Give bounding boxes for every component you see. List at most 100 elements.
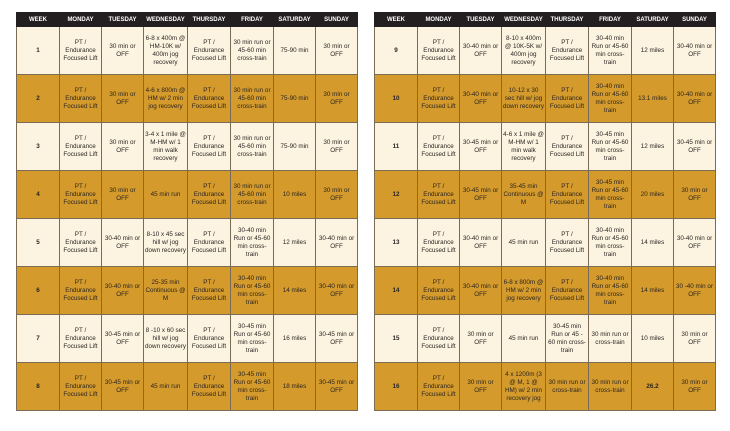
cell-tuesday: 30-45 min or OFF (101, 314, 144, 363)
week-row-5: 5 PT / Endurance Focused Lift 30-40 min or… (16, 218, 358, 267)
week-row-13: 13 PT / Endurance Focused Lift 30-40 min o… (374, 218, 716, 267)
cell-wednesday: 8-10 x 45 sec hill w/ jog down recovery (143, 218, 188, 267)
cell-tuesday: 30-40 min or OFF (459, 74, 502, 123)
cell-sunday: 30 min or OFF (673, 362, 716, 411)
cell-wednesday: 45 min run (143, 362, 188, 411)
week-row-14: 14 PT / Endurance Focused Lift 30-40 min o… (374, 266, 716, 315)
cell-saturday: 12 miles (631, 26, 674, 75)
column-header-thursday: THURSDAY (545, 12, 589, 27)
cell-wednesday: 10-12 x 30 sec hill w/ jog down recovery (501, 74, 546, 123)
column-header-tuesday: TUESDAY (459, 12, 502, 27)
cell-tuesday: 30-45 min or OFF (459, 122, 502, 171)
cell-thursday: PT / Endurance Focused Lift (187, 26, 231, 75)
table-body: 1 PT / Endurance Focused Lift 30 min or OF… (16, 26, 358, 411)
cell-monday: PT / Endurance Focused Lift (59, 362, 102, 411)
cell-monday: PT / Endurance Focused Lift (417, 266, 460, 315)
column-header-monday: MONDAY (59, 12, 102, 27)
cell-tuesday: 30-40 min or OFF (459, 218, 502, 267)
cell-wednesday: 4-6 x 800m @ HM w/ 2 min jog recovery (143, 74, 188, 123)
cell-monday: PT / Endurance Focused Lift (417, 218, 460, 267)
column-header-monday: MONDAY (417, 12, 460, 27)
cell-wednesday: 3-4 x 1 mile @ M-HM w/ 1 min walk recove… (143, 122, 188, 171)
week-number: 3 (16, 122, 60, 171)
cell-friday: 30-40 min Run or 45-60 min cross-train (588, 266, 632, 315)
training-table-weeks-9-16: WEEK MONDAY TUESDAY WEDNESDAY THURSDAY FRIDAY… (374, 12, 716, 411)
cell-wednesday: 6-8 x 400m @ HM-10K w/ 400m jog recovery (143, 26, 188, 75)
week-row-16: 16 PT / Endurance Focused Lift 30 min or O… (374, 362, 716, 411)
cell-saturday: 13.1 miles (631, 74, 674, 123)
cell-wednesday: 45 min run (143, 170, 188, 219)
cell-wednesday: 45 min run (501, 218, 546, 267)
cell-thursday: PT / Endurance Focused Lift (545, 266, 589, 315)
column-header-saturday: SATURDAY (273, 12, 316, 27)
cell-saturday: 18 miles (273, 362, 316, 411)
cell-thursday: PT / Endurance Focused Lift (545, 74, 589, 123)
cell-friday: 30-45 min Run or 45-60 min cross-train (230, 314, 274, 363)
cell-saturday: 26.2 (631, 362, 674, 411)
column-header-thursday: THURSDAY (187, 12, 231, 27)
cell-wednesday: 25-35 min Continuous @ M (143, 266, 188, 315)
cell-friday: 30-40 min Run or 45-60 min cross-train (588, 26, 632, 75)
cell-monday: PT / Endurance Focused Lift (59, 122, 102, 171)
week-row-2: 2 PT / Endurance Focused Lift 30 min or OF… (16, 74, 358, 123)
week-row-1: 1 PT / Endurance Focused Lift 30 min or OF… (16, 26, 358, 75)
cell-monday: PT / Endurance Focused Lift (417, 170, 460, 219)
week-number: 12 (374, 170, 418, 219)
cell-wednesday: 35-45 min Continuous @ M (501, 170, 546, 219)
cell-monday: PT / Endurance Focused Lift (59, 314, 102, 363)
cell-saturday: 12 miles (273, 218, 316, 267)
cell-monday: PT / Endurance Focused Lift (417, 26, 460, 75)
cell-tuesday: 30-45 min or OFF (101, 362, 144, 411)
cell-friday: 30 min run or 45-60 min cross-train (230, 170, 274, 219)
column-header-week: WEEK (16, 12, 60, 27)
week-number: 2 (16, 74, 60, 123)
cell-tuesday: 30-40 min or OFF (101, 218, 144, 267)
column-header-sunday: SUNDAY (673, 12, 716, 27)
cell-tuesday: 30 min or OFF (101, 74, 144, 123)
cell-thursday: PT / Endurance Focused Lift (545, 170, 589, 219)
week-number: 15 (374, 314, 418, 363)
column-header-week: WEEK (374, 12, 418, 27)
cell-tuesday: 30 min or OFF (459, 362, 502, 411)
cell-sunday: 30-40 min or OFF (673, 74, 716, 123)
cell-sunday: 30-40 min or OFF (673, 26, 716, 75)
cell-saturday: 75-90 min (273, 26, 316, 75)
cell-tuesday: 30 min or OFF (101, 170, 144, 219)
cell-sunday: 30 min or OFF (673, 170, 716, 219)
cell-friday: 30 min run or cross-train (588, 362, 632, 411)
week-row-6: 6 PT / Endurance Focused Lift 30-40 min or… (16, 266, 358, 315)
cell-saturday: 14 miles (273, 266, 316, 315)
cell-sunday: 30 -40 min or OFF (673, 266, 716, 315)
cell-monday: PT / Endurance Focused Lift (417, 74, 460, 123)
cell-tuesday: 30-40 min or OFF (459, 266, 502, 315)
header-row: WEEK MONDAY TUESDAY WEDNESDAY THURSDAY FRIDAY… (374, 12, 716, 27)
cell-saturday: 75-90 min (273, 122, 316, 171)
cell-friday: 30 min run or cross-train (588, 314, 632, 363)
week-number: 9 (374, 26, 418, 75)
cell-monday: PT / Endurance Focused Lift (417, 314, 460, 363)
header-row: WEEK MONDAY TUESDAY WEDNESDAY THURSDAY FRIDAY… (16, 12, 358, 27)
week-row-15: 15 PT / Endurance Focused Lift 30 min or O… (374, 314, 716, 363)
cell-sunday: 30-45 min or OFF (315, 362, 358, 411)
week-row-3: 3 PT / Endurance Focused Lift 30 min or OF… (16, 122, 358, 171)
cell-sunday: 30-45 min or OFF (673, 122, 716, 171)
column-header-friday: FRIDAY (230, 12, 274, 27)
week-row-10: 10 PT / Endurance Focused Lift 30-40 min o… (374, 74, 716, 123)
cell-friday: 30-45 min Run or 45-60 min cross-train (588, 122, 632, 171)
cell-sunday: 30 min or OFF (315, 170, 358, 219)
cell-sunday: 30-40 min or OFF (673, 218, 716, 267)
cell-wednesday: 8 -10 x 60 sec hill w/ jog down recovery (143, 314, 188, 363)
cell-friday: 30 min run or 45-60 min cross-train (230, 122, 274, 171)
cell-sunday: 30 min or OFF (315, 26, 358, 75)
cell-saturday: 14 miles (631, 218, 674, 267)
cell-monday: PT / Endurance Focused Lift (59, 74, 102, 123)
column-header-saturday: SATURDAY (631, 12, 674, 27)
cell-tuesday: 30 min or OFF (101, 122, 144, 171)
cell-wednesday: 8-10 x 400m @ 10K-5K w/ 400m jog recover… (501, 26, 546, 75)
week-number: 8 (16, 362, 60, 411)
column-header-tuesday: TUESDAY (101, 12, 144, 27)
cell-friday: 30 min run or 45-60 min cross-train (230, 74, 274, 123)
cell-friday: 30 min run or 45-60 min cross-train (230, 26, 274, 75)
cell-thursday: 30 min run or cross-train (545, 362, 589, 411)
